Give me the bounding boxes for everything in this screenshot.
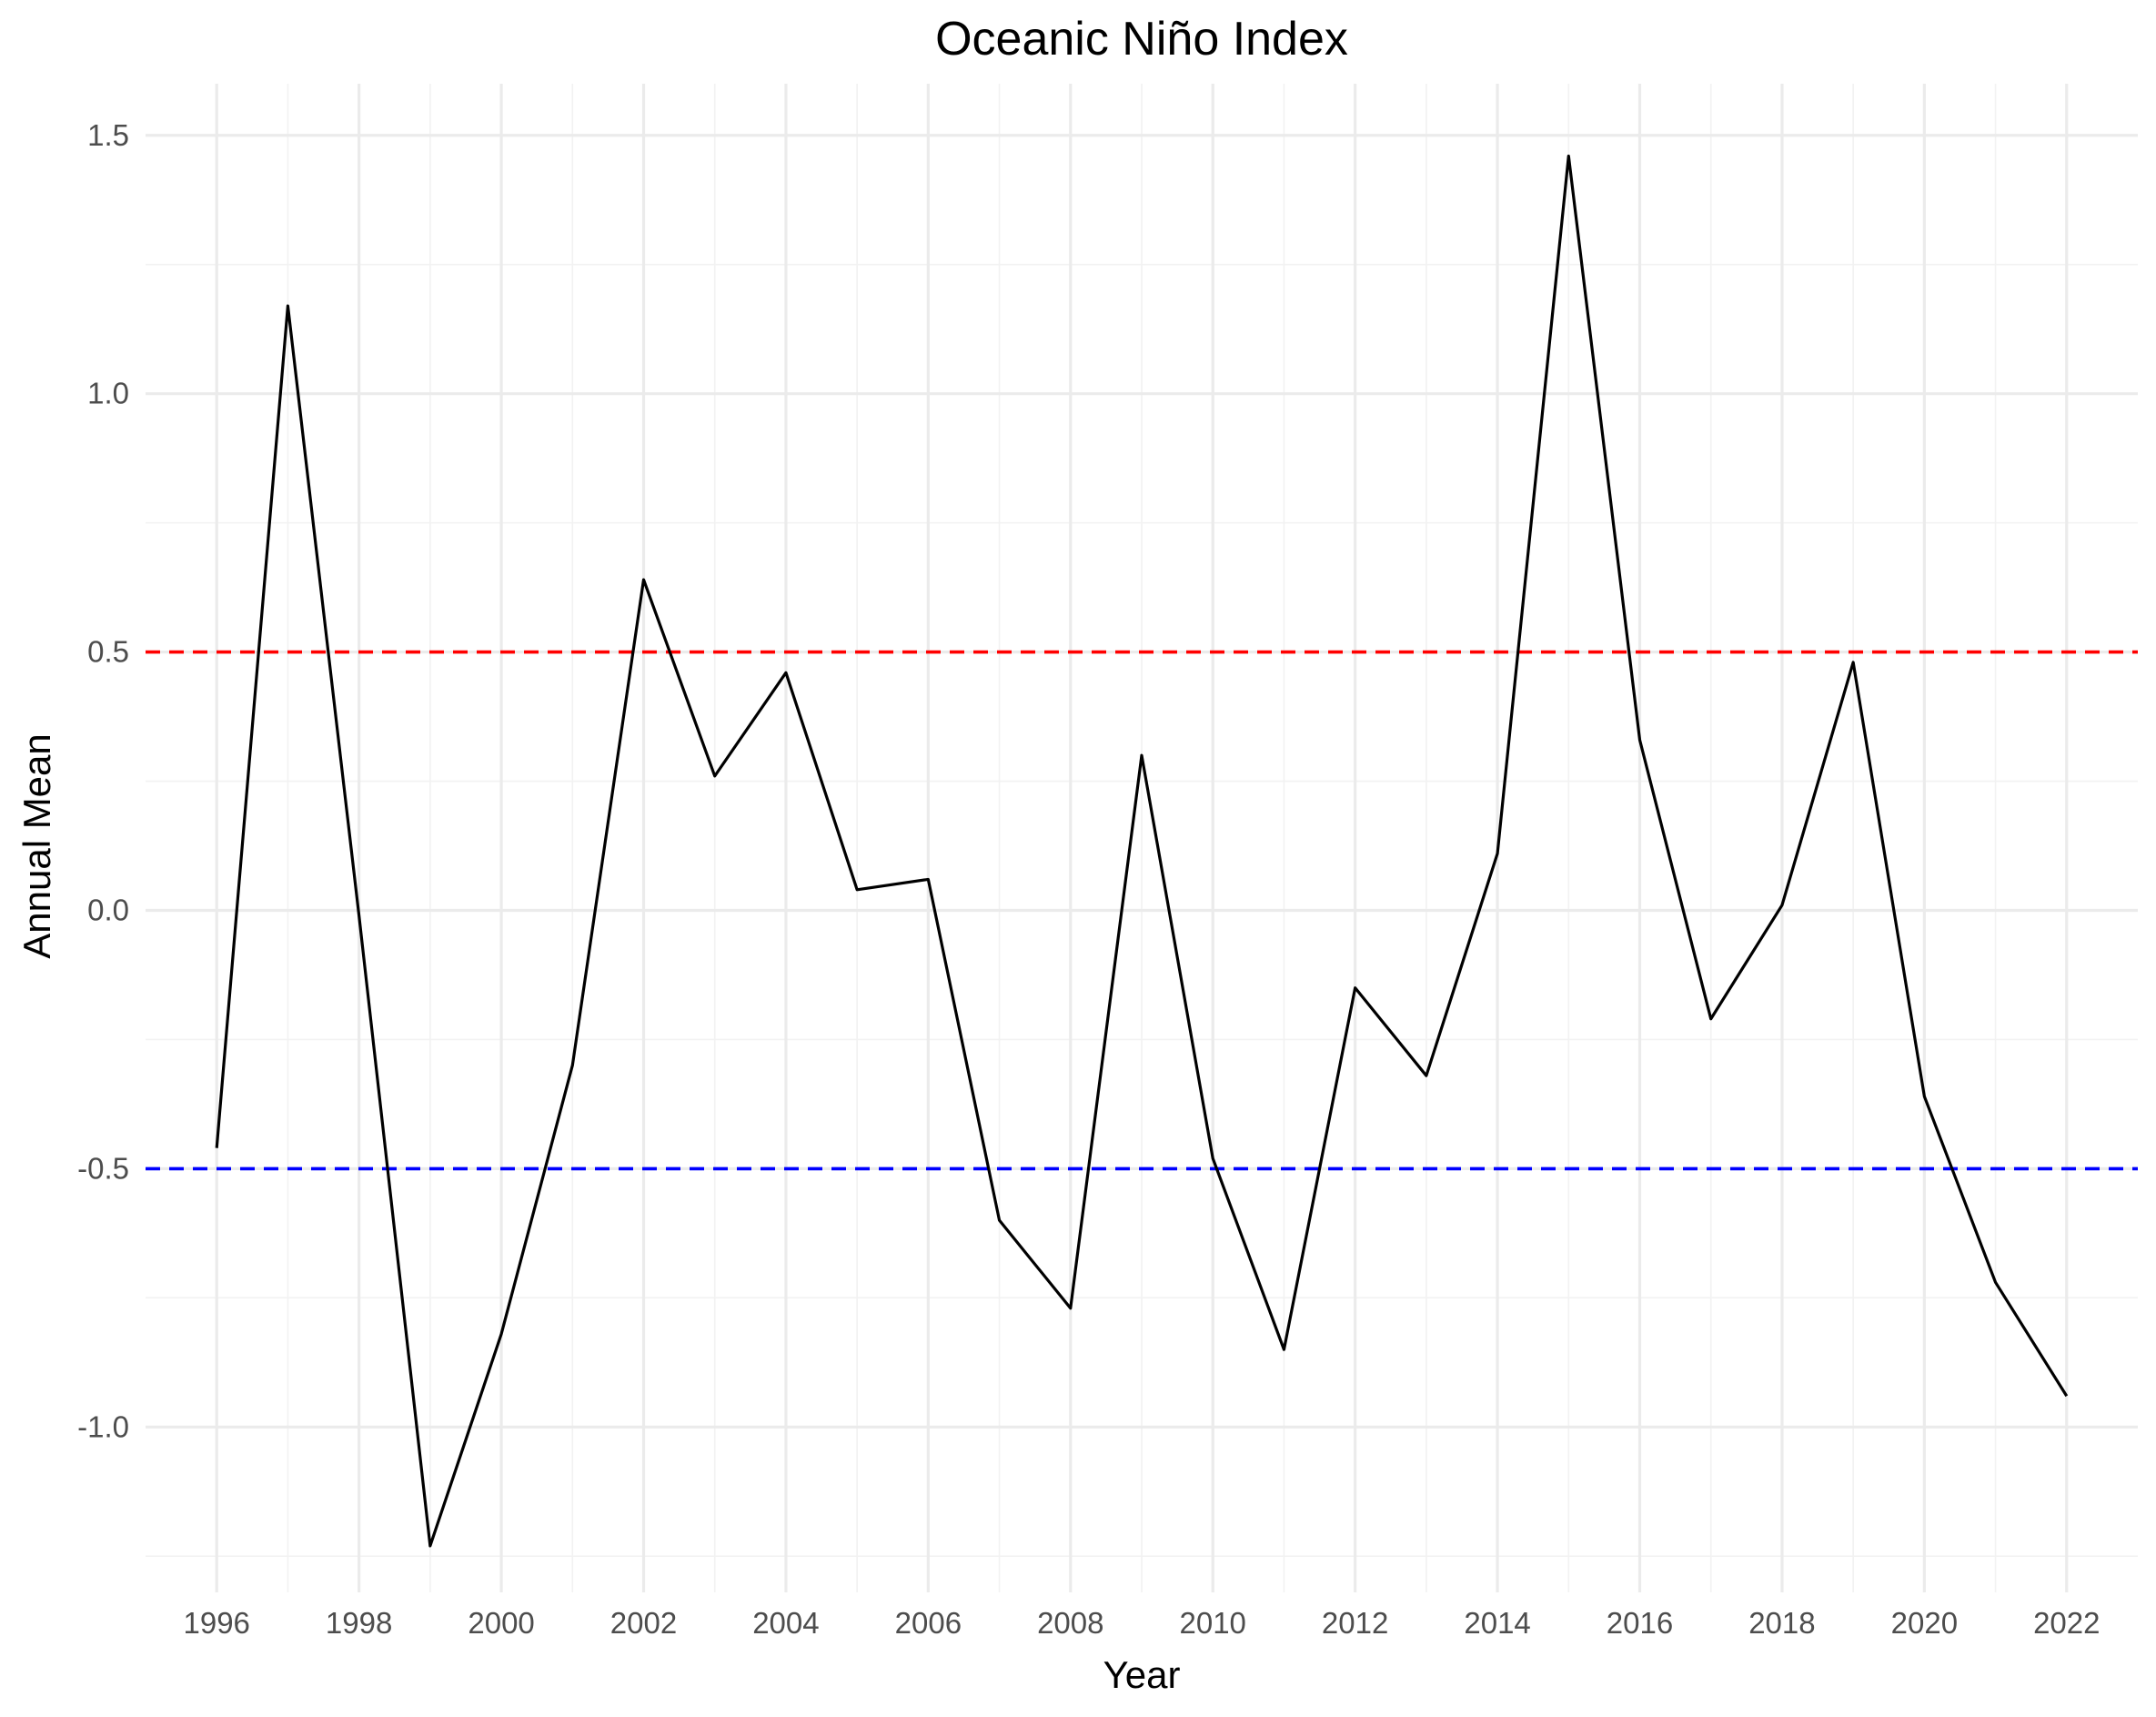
- x-tick-label: 2022: [2033, 1606, 2100, 1640]
- y-tick-label: 1.5: [87, 118, 129, 152]
- x-tick-label: 2018: [1748, 1606, 1815, 1640]
- chart-title: Oceanic Niño Index: [935, 13, 1348, 66]
- y-tick-label: -1.0: [77, 1409, 129, 1443]
- x-tick-label: 2016: [1607, 1606, 1673, 1640]
- x-tick-label: 2010: [1180, 1606, 1246, 1640]
- y-tick-label: 0.0: [87, 893, 129, 926]
- y-axis-title: Annual Mean: [15, 733, 58, 959]
- x-tick-label: 2002: [610, 1606, 677, 1640]
- x-axis-ticks: 1996 1998 2000 2002 2004 2006 2008 2010 2012 2014…: [184, 1606, 2101, 1640]
- x-tick-label: 1998: [326, 1606, 392, 1640]
- series-layer: [215, 154, 2069, 1548]
- y-tick-label: 1.0: [87, 377, 129, 410]
- y-tick-label: -0.5: [77, 1151, 129, 1185]
- y-axis-ticks: -1.0 -0.5 0.0 0.5 1.0 1.5: [77, 118, 129, 1444]
- x-tick-label: 2014: [1464, 1606, 1530, 1640]
- minor-gridlines: [146, 84, 2138, 1592]
- x-axis-title: Year: [1103, 1653, 1181, 1696]
- x-tick-label: 1996: [184, 1606, 250, 1640]
- x-tick-label: 2000: [468, 1606, 534, 1640]
- x-tick-label: 2020: [1891, 1606, 1958, 1640]
- x-tick-label: 2012: [1322, 1606, 1388, 1640]
- y-tick-label: 0.5: [87, 635, 129, 669]
- threshold-lines: [146, 650, 2138, 1171]
- x-tick-label: 2008: [1037, 1606, 1103, 1640]
- x-tick-label: 2004: [752, 1606, 819, 1640]
- x-tick-label: 2006: [895, 1606, 962, 1640]
